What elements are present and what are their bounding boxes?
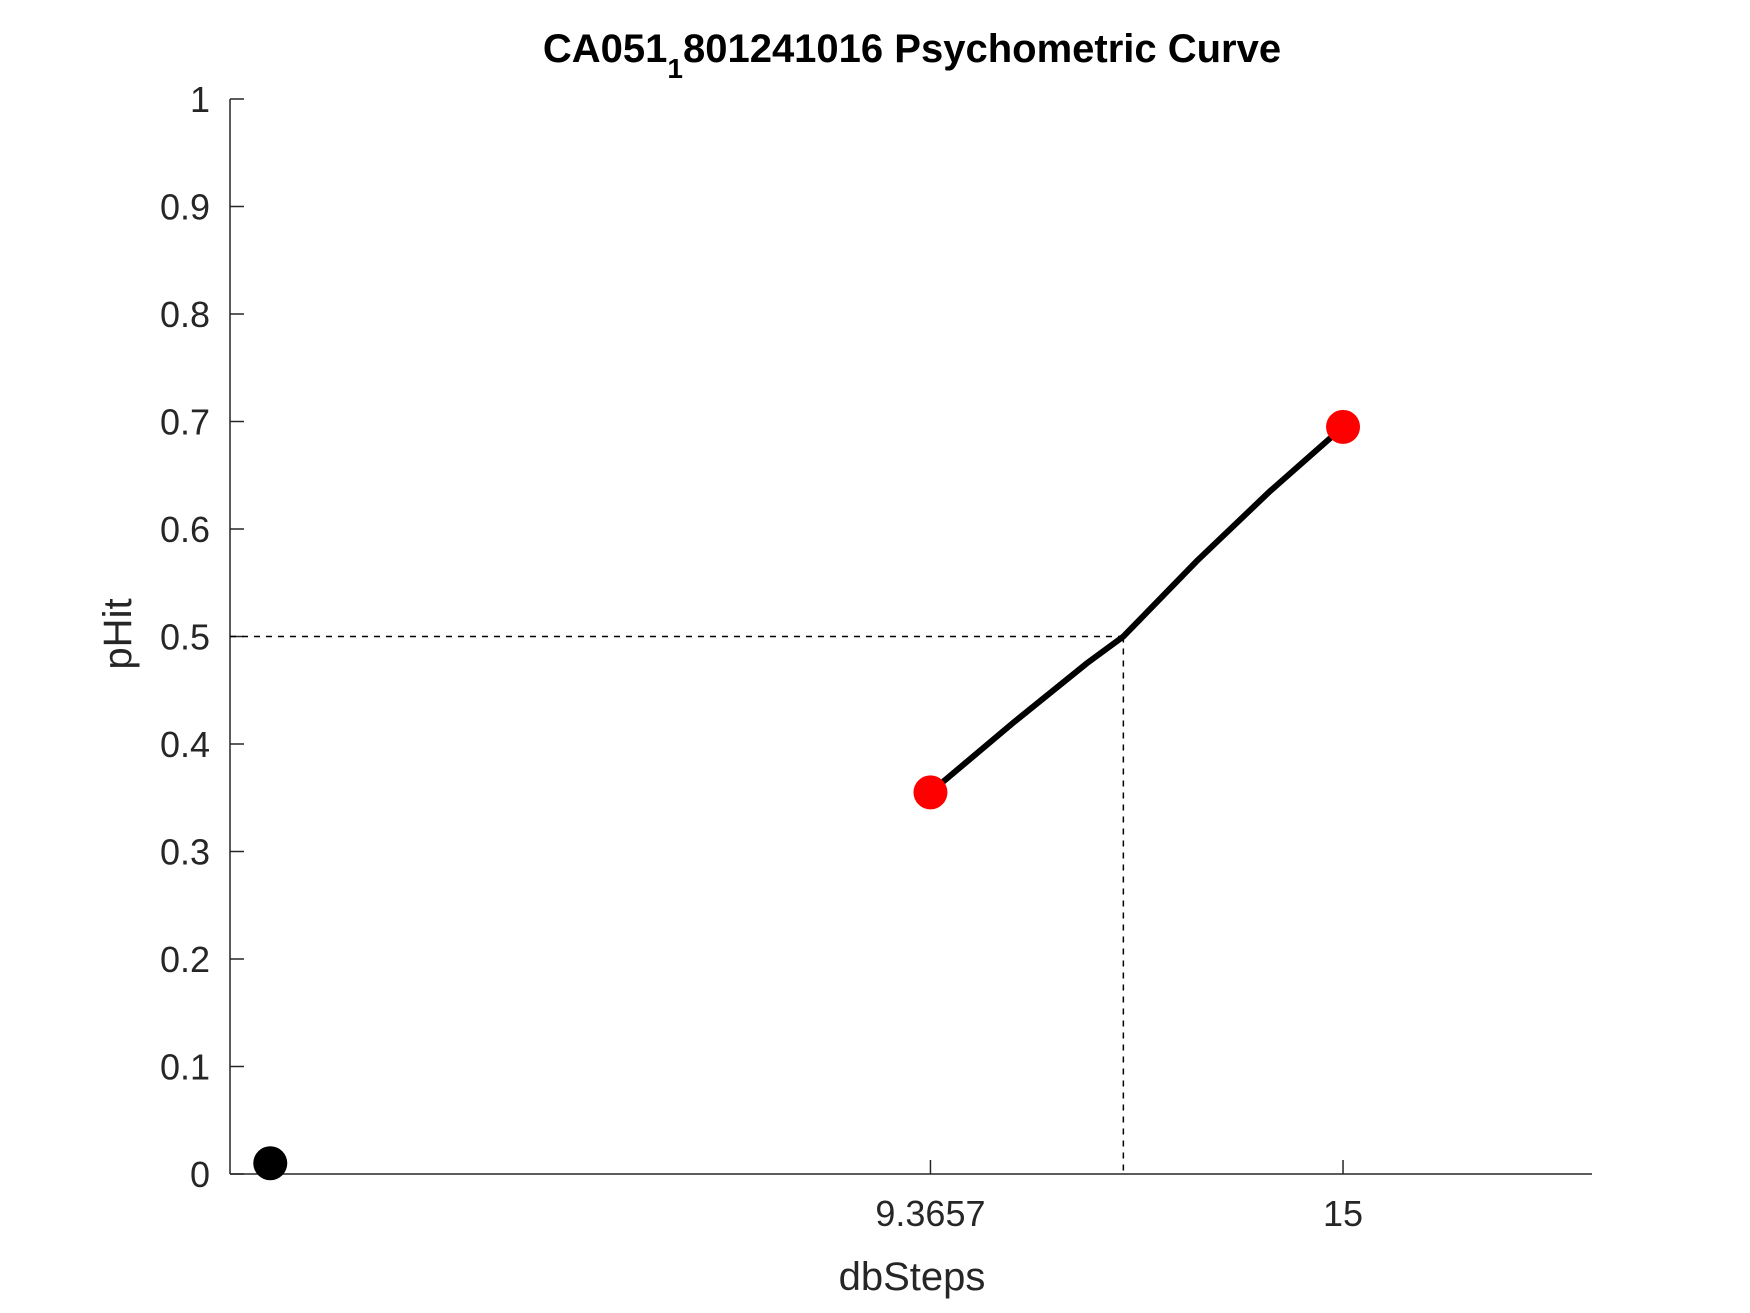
y-tick-label: 0.5	[160, 617, 210, 658]
y-tick-label: 0.9	[160, 187, 210, 228]
y-tick-label: 0.3	[160, 832, 210, 873]
data-series	[253, 409, 1361, 1181]
y-tick-label: 0	[190, 1154, 210, 1195]
chart-title: CA0511801241016 Psychometric Curve	[543, 27, 1281, 84]
y-tick-label: 0.2	[160, 939, 210, 980]
x-tick-label: 9.3657	[875, 1193, 985, 1234]
chart-title-prefix: CA051	[543, 27, 668, 71]
threshold-reference-lines	[230, 635, 1125, 1174]
y-axis-label: pHit	[96, 598, 140, 669]
data-point-black	[253, 1146, 288, 1181]
y-tick-label: 0.7	[160, 402, 210, 443]
data-point-red	[1326, 409, 1361, 444]
x-tick-label: 15	[1323, 1193, 1363, 1234]
chart-title-suffix: 801241016 Psychometric Curve	[683, 27, 1281, 71]
y-tick-label: 0.8	[160, 294, 210, 335]
y-tick-label: 0.4	[160, 724, 210, 765]
chart-title-subscript: 1	[667, 53, 683, 84]
y-tick-label: 0.6	[160, 509, 210, 550]
tick-labels: 0 0.1 0.2 0.3 0.4 0.5 0.6 0.7 0.8 0.9 1 9.3657 15	[160, 79, 1363, 1234]
data-point-red	[913, 775, 948, 810]
y-tick-label: 1	[190, 79, 210, 120]
x-axis-label: dbSteps	[839, 1255, 986, 1299]
y-tick-label: 0.1	[160, 1047, 210, 1088]
fit-curve-line	[927, 423, 1347, 796]
